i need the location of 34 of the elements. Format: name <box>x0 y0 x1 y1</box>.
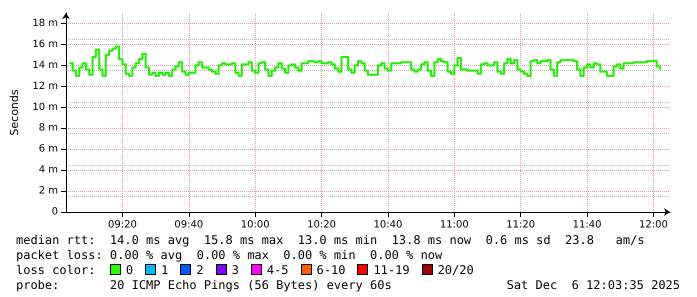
text: probe: <box>16 278 60 292</box>
y-tick-label: 6 m <box>38 144 58 155</box>
text: 3 <box>232 263 239 277</box>
text: 20 ICMP Echo Pings (56 Bytes) every 60s <box>110 278 392 292</box>
text: 2 <box>196 263 204 277</box>
text: 6-10 <box>316 263 346 277</box>
text: 11-19 <box>373 263 410 277</box>
text: Sat Dec 6 12:03:35 2025 <box>506 278 680 293</box>
text: 0 <box>126 263 134 277</box>
y-tick-label: 10 m <box>32 102 58 113</box>
y-tick-label: 2 m <box>38 186 58 197</box>
x-tick-label: 11:40 <box>572 220 602 230</box>
x-tick-label: 10:40 <box>374 220 402 230</box>
y-tick-label: 18 m <box>32 18 58 29</box>
y-tick-label: 0 <box>52 206 58 218</box>
x-tick-label: 09:20 <box>108 220 137 230</box>
text: 1 <box>161 263 168 277</box>
y-tick-label: 16 m <box>32 38 58 50</box>
y-tick-label: 12 m <box>32 80 58 92</box>
text: 4-5 <box>266 263 289 277</box>
x-tick-label: 11:20 <box>506 220 536 230</box>
text: packet loss: 0.00 % avg 0.00 % max 0.00 % min 0.00 % now <box>16 248 442 262</box>
y-axis-title: Seconds <box>8 89 21 136</box>
y-tick-label: 14 m <box>32 60 58 71</box>
x-tick-label: 11:00 <box>440 220 469 230</box>
x-tick-label: 12:00 <box>638 220 668 230</box>
x-tick-label: 10:20 <box>307 220 336 230</box>
text: median rtt: 14.0 ms avg 15.8 ms max 13.0 ms min 13.8 ms now 0.6 ms sd 23.8 am/s <box>16 233 645 247</box>
x-tick-label: 10:00 <box>240 220 270 230</box>
y-tick-label: 8 m <box>38 122 58 134</box>
y-tick-label: 4 m <box>38 164 58 176</box>
x-tick-label: 09:40 <box>174 220 204 230</box>
text: loss color: <box>16 263 96 277</box>
text: 20/20 <box>438 263 474 277</box>
